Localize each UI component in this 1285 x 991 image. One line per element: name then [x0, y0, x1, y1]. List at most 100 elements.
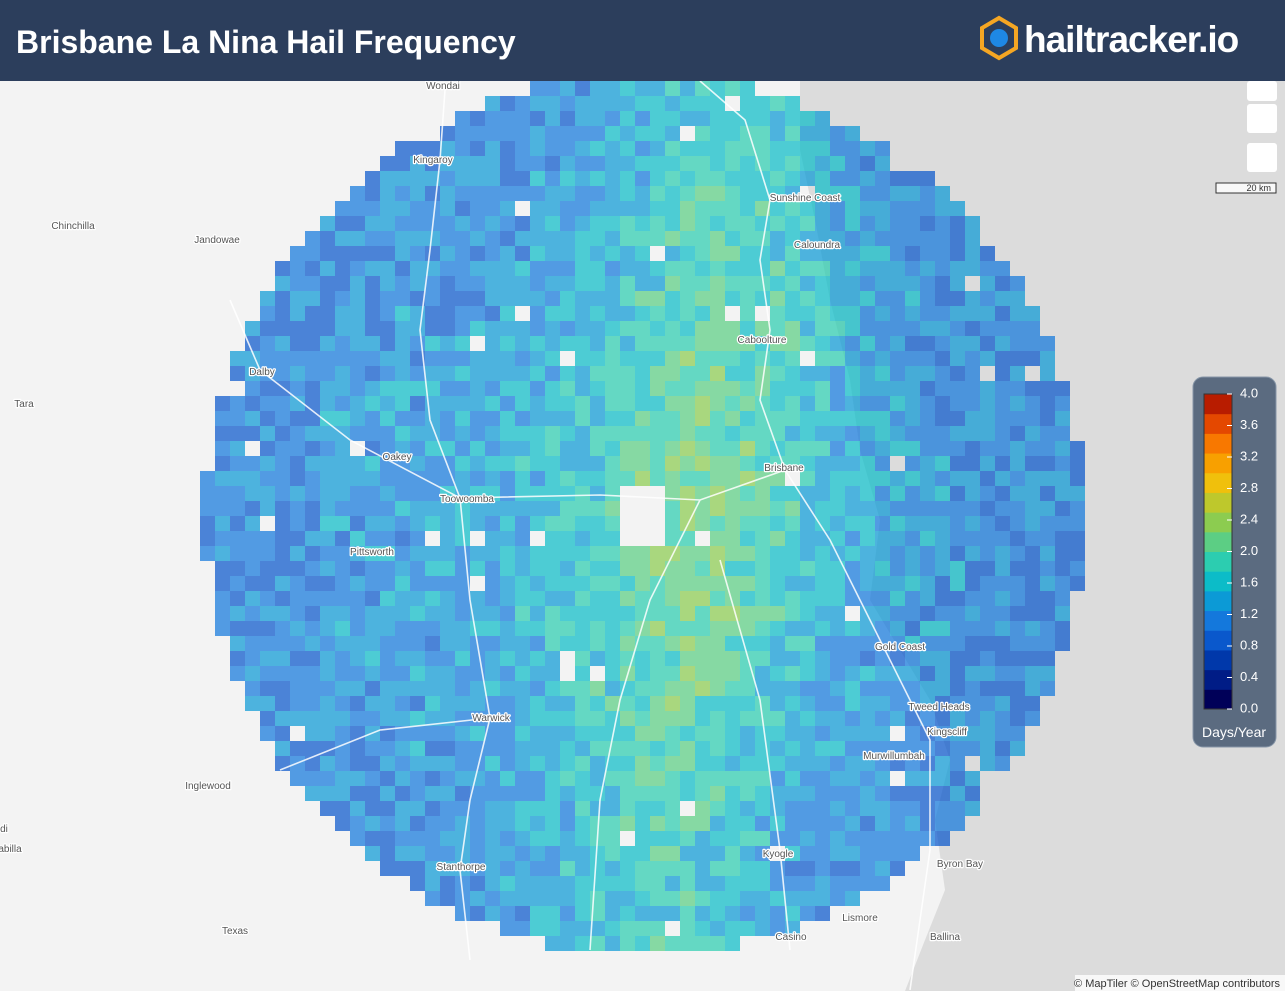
- hail-cell: [500, 606, 515, 621]
- hail-cell: [680, 606, 695, 621]
- hail-cell: [920, 606, 935, 621]
- hail-cell: [890, 441, 905, 456]
- hail-cell: [470, 501, 485, 516]
- hail-cell: [860, 306, 875, 321]
- hail-cell: [470, 111, 485, 126]
- hail-cell: [800, 531, 815, 546]
- hail-cell: [650, 291, 665, 306]
- hail-cell: [830, 816, 845, 831]
- hail-cell: [845, 756, 860, 771]
- hail-cell: [530, 516, 545, 531]
- hail-cell: [650, 171, 665, 186]
- legend-swatch: [1204, 453, 1232, 474]
- hail-cell: [275, 636, 290, 651]
- hail-cell: [485, 471, 500, 486]
- hail-cell: [395, 741, 410, 756]
- hail-cell: [290, 621, 305, 636]
- hail-cell: [695, 771, 710, 786]
- hail-cell: [950, 756, 965, 771]
- hail-cell: [590, 291, 605, 306]
- hail-cell: [935, 546, 950, 561]
- hail-cell: [290, 636, 305, 651]
- hail-cell: [440, 891, 455, 906]
- hail-cell: [935, 276, 950, 291]
- hail-cell: [515, 141, 530, 156]
- hail-cell: [590, 261, 605, 276]
- hail-cell: [710, 516, 725, 531]
- hail-cell: [545, 171, 560, 186]
- hail-cell: [635, 816, 650, 831]
- hail-cell: [365, 366, 380, 381]
- hail-cell: [755, 531, 770, 546]
- hail-cell: [935, 741, 950, 756]
- hail-cell: [890, 336, 905, 351]
- hail-cell: [800, 486, 815, 501]
- hail-cell: [275, 681, 290, 696]
- hail-cell: [410, 156, 425, 171]
- hail-cell: [920, 456, 935, 471]
- hail-cell: [410, 696, 425, 711]
- hail-cell: [500, 441, 515, 456]
- hail-cell: [620, 396, 635, 411]
- hail-cell: [740, 756, 755, 771]
- hail-cell: [785, 396, 800, 411]
- hail-cell: [650, 831, 665, 846]
- hail-cell: [350, 636, 365, 651]
- zoom-out-button[interactable]: [1247, 104, 1277, 133]
- hail-cell: [530, 111, 545, 126]
- hail-cell: [410, 141, 425, 156]
- hail-cell: [740, 321, 755, 336]
- place-label: Stanthorpe: [437, 862, 486, 873]
- hail-cell: [425, 291, 440, 306]
- hail-cell: [1010, 486, 1025, 501]
- hail-cell: [695, 141, 710, 156]
- hail-cell: [770, 201, 785, 216]
- hail-cell: [425, 801, 440, 816]
- hail-cell: [965, 366, 980, 381]
- hail-cell: [230, 396, 245, 411]
- hail-cell: [365, 771, 380, 786]
- hail-cell: [950, 471, 965, 486]
- hail-cell: [935, 501, 950, 516]
- hail-cell: [965, 696, 980, 711]
- zoom-in-button[interactable]: [1247, 81, 1277, 101]
- place-label: Tara: [14, 399, 34, 410]
- hail-cell: [635, 921, 650, 936]
- hail-cell: [965, 426, 980, 441]
- hail-cell: [770, 246, 785, 261]
- hail-cell: [560, 276, 575, 291]
- hail-cell: [890, 231, 905, 246]
- hail-cell: [800, 306, 815, 321]
- fullscreen-button[interactable]: [1247, 143, 1277, 172]
- hail-cell: [905, 471, 920, 486]
- hail-cell: [1010, 396, 1025, 411]
- hail-cell: [470, 321, 485, 336]
- hail-cell: [650, 186, 665, 201]
- hail-cell: [875, 696, 890, 711]
- hail-cell: [335, 516, 350, 531]
- hail-cell: [905, 561, 920, 576]
- hail-cell: [725, 141, 740, 156]
- hail-cell: [650, 276, 665, 291]
- hail-cell: [845, 171, 860, 186]
- hail-cell: [650, 306, 665, 321]
- hail-cell: [320, 291, 335, 306]
- hail-cell: [680, 456, 695, 471]
- hail-cell: [530, 156, 545, 171]
- hail-cell: [1040, 501, 1055, 516]
- hail-cell: [350, 216, 365, 231]
- hail-cell: [650, 756, 665, 771]
- hail-cell: [830, 141, 845, 156]
- hail-cell: [830, 471, 845, 486]
- hail-cell: [470, 621, 485, 636]
- hail-cell: [950, 816, 965, 831]
- hail-cell: [935, 321, 950, 336]
- hail-cell: [650, 336, 665, 351]
- hail-cell: [635, 171, 650, 186]
- hail-cell: [875, 186, 890, 201]
- hail-cell: [500, 471, 515, 486]
- hail-cell: [335, 546, 350, 561]
- hail-cell: [740, 306, 755, 321]
- hail-cell: [425, 726, 440, 741]
- hail-cell: [860, 501, 875, 516]
